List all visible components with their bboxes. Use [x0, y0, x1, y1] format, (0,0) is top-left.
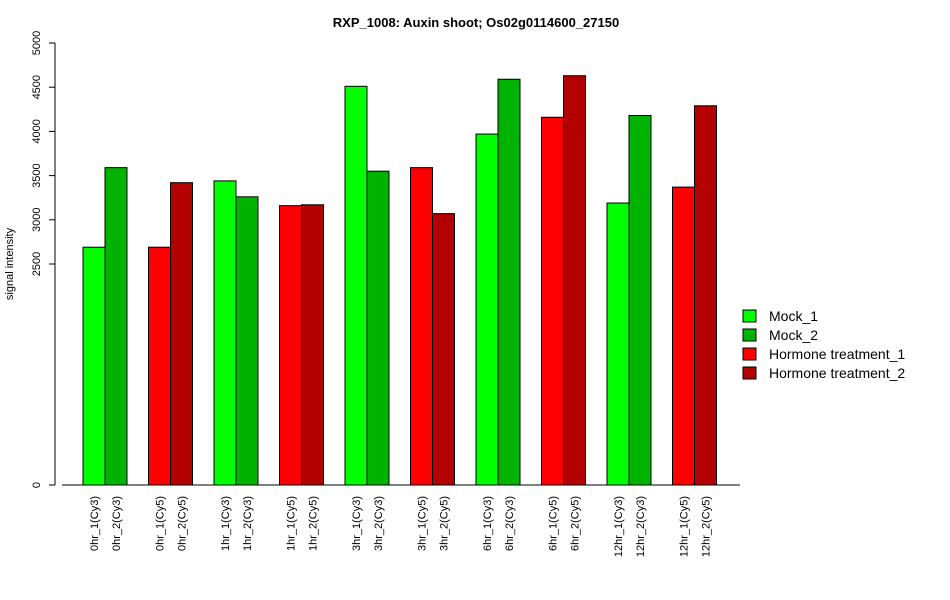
- legend-swatch: [742, 366, 757, 380]
- x-tick-label: 3hr_2(Cy3): [373, 496, 385, 551]
- bar: [213, 180, 237, 486]
- legend-swatch: [742, 328, 757, 342]
- y-axis: 0 2500 3000 3500 4000 4500 5000: [31, 31, 56, 488]
- bar: [432, 213, 455, 486]
- x-tick-labels: 0hr_1(Cy3) 0hr_2(Cy3) 0hr_1(Cy5) 0hr_2(Cy5)…: [89, 496, 713, 557]
- bar: [497, 78, 521, 486]
- x-tick-label: 12hr_2(Cy5): [701, 496, 713, 557]
- chart-title: RXP_1008: Auxin shoot; Os02g0114600_2715…: [333, 15, 619, 30]
- x-tick-label: 1hr_1(Cy3): [220, 496, 232, 551]
- bar: [672, 186, 695, 486]
- x-tick-label: 6hr_1(Cy3): [482, 496, 494, 551]
- x-tick-label: 1hr_2(Cy3): [242, 496, 254, 551]
- y-tick-label: 3000: [31, 208, 43, 232]
- bar: [628, 114, 652, 486]
- bar: [475, 133, 499, 486]
- bar: [344, 85, 368, 486]
- y-axis-label: signal intensity: [4, 227, 16, 300]
- x-tick-label: 0hr_1(Cy5): [155, 496, 167, 551]
- x-tick-label: 0hr_1(Cy3): [89, 496, 101, 551]
- x-tick-label: 3hr_2(Cy5): [439, 496, 451, 551]
- x-tick-label: 1hr_1(Cy5): [286, 496, 298, 551]
- x-tick-label: 1hr_2(Cy5): [308, 496, 320, 551]
- bar: [366, 170, 390, 486]
- x-tick-label: 12hr_1(Cy3): [613, 496, 625, 557]
- legend-swatch: [742, 309, 757, 323]
- bar: [541, 116, 564, 486]
- x-tick-label: 0hr_2(Cy3): [111, 496, 123, 551]
- bar: [301, 204, 324, 486]
- bars: [82, 75, 717, 486]
- legend-label: Mock_1: [769, 308, 818, 324]
- bar: [279, 205, 302, 486]
- y-tick-label: 5000: [31, 31, 43, 55]
- bar: [148, 246, 171, 486]
- legend-label: Hormone treatment_1: [769, 346, 905, 362]
- x-tick-label: 6hr_1(Cy5): [548, 496, 560, 551]
- x-tick-label: 0hr_2(Cy5): [177, 496, 189, 551]
- y-tick-label: 2500: [31, 252, 43, 276]
- bar: [410, 167, 433, 486]
- x-tick-label: 12hr_2(Cy3): [635, 496, 647, 557]
- legend: Mock_1 Mock_2 Hormone treatment_1 Hormone t…: [742, 308, 905, 381]
- x-tick-label: 3hr_1(Cy5): [417, 496, 429, 551]
- legend-label: Hormone treatment_2: [769, 365, 905, 381]
- legend-swatch: [742, 347, 757, 361]
- y-tick-label: 3500: [31, 163, 43, 187]
- y-tick-label: 0: [31, 482, 43, 488]
- legend-label: Mock_2: [769, 327, 818, 343]
- x-tick-label: 3hr_1(Cy3): [351, 496, 363, 551]
- bar: [104, 167, 128, 486]
- x-tick-label: 12hr_1(Cy5): [679, 496, 691, 557]
- x-tick-label: 6hr_2(Cy3): [504, 496, 516, 551]
- bar: [82, 246, 106, 486]
- bar: [606, 202, 630, 486]
- bar: [563, 75, 586, 486]
- y-tick-label: 4000: [31, 119, 43, 143]
- bar: [694, 105, 717, 486]
- y-tick-label: 4500: [31, 75, 43, 99]
- bar: [170, 182, 193, 486]
- bar: [235, 196, 259, 486]
- x-tick-label: 6hr_2(Cy5): [570, 496, 582, 551]
